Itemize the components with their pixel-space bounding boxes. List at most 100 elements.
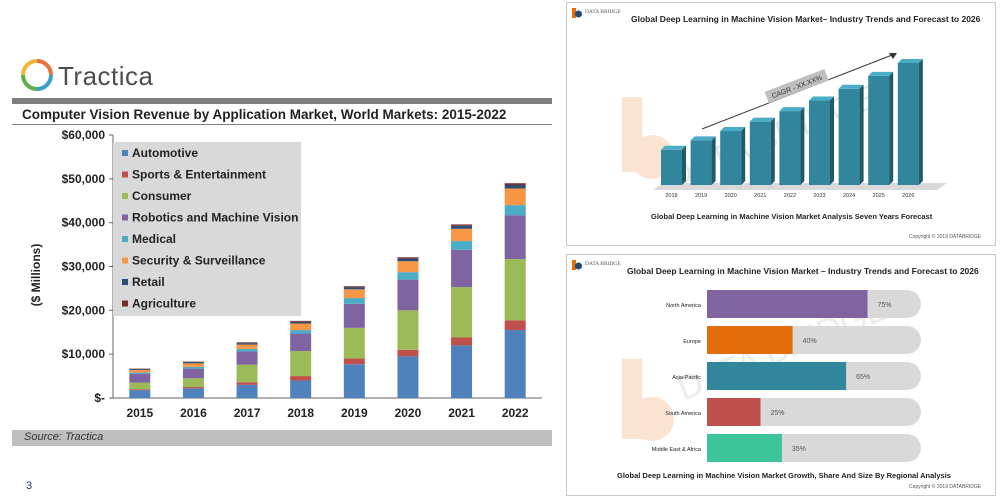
bar-segment <box>451 337 473 346</box>
bar-segment <box>182 362 204 364</box>
legend-entry: Sports & Entertainment <box>132 168 266 182</box>
bar-segment <box>236 351 258 365</box>
bar-segment <box>236 344 258 349</box>
forecast-bar-top <box>868 71 894 76</box>
region-label: Europe <box>683 339 701 345</box>
dbmr-forecast-panel: DATA BRIDGE Global Deep Learning in Mach… <box>566 2 996 246</box>
dbmr-regional-panel: DATA BRIDGE Global Deep Learning in Mach… <box>566 254 996 496</box>
forecast-bar <box>749 121 771 185</box>
legend-swatch <box>122 300 128 307</box>
year-label: 2026 <box>902 193 914 199</box>
tractica-header <box>12 52 552 98</box>
x-tick-label: 2022 <box>502 406 529 420</box>
bar-segment <box>451 225 473 229</box>
bar-segment <box>343 358 365 365</box>
year-label: 2020 <box>725 193 737 199</box>
dbmr-regional-chart: DATA BRIDGE 75%North America40%Europe65%… <box>622 289 921 462</box>
bar-segment <box>129 373 151 383</box>
bar-segment <box>451 345 473 398</box>
bar-segment <box>236 364 258 383</box>
forecast-bar-side <box>800 107 805 185</box>
bar-segment <box>290 330 312 334</box>
bar-segment <box>504 330 526 398</box>
copyright: Copyright © 2019 DATABRIDGE <box>909 234 982 240</box>
bar-segment <box>290 320 312 322</box>
region-label: South America <box>665 411 702 417</box>
bar-segment <box>504 259 526 321</box>
bar-segment <box>504 205 526 216</box>
x-tick-label: 2020 <box>395 406 422 420</box>
forecast-bar-side <box>889 71 894 185</box>
year-label: 2025 <box>873 193 885 199</box>
bar-segment <box>129 389 151 391</box>
bar-segment <box>451 228 473 242</box>
bar-segment <box>504 183 526 185</box>
legend-box <box>113 142 301 316</box>
data-bridge-logo-icon <box>572 8 582 18</box>
bar-segment <box>290 333 312 352</box>
y-tick-label: $20,000 <box>62 303 106 317</box>
bar-segment <box>343 327 365 359</box>
region-label: Middle East & Africa <box>652 447 702 453</box>
bar-segment <box>129 369 151 370</box>
tractica-footer <box>12 430 552 446</box>
legend-entry: Medical <box>132 232 176 246</box>
legend-entry: Agriculture <box>132 297 196 311</box>
year-label: 2023 <box>813 193 825 199</box>
forecast-bar-top <box>749 117 775 122</box>
bar-segment <box>451 224 473 226</box>
bar-segment <box>451 241 473 250</box>
bar-segment <box>451 249 473 288</box>
y-tick-label: $50,000 <box>62 172 106 186</box>
x-tick-label: 2019 <box>341 406 368 420</box>
tractica-logo: Tractica <box>58 61 154 91</box>
x-tick-label: 2021 <box>448 406 475 420</box>
bar-segment <box>504 188 526 206</box>
forecast-bar <box>661 149 682 185</box>
legend-swatch <box>122 214 128 221</box>
year-label: 2018 <box>665 193 677 199</box>
y-tick-label: $10,000 <box>62 347 106 361</box>
legend-swatch <box>122 171 128 178</box>
bar-segment <box>129 382 151 390</box>
tractica-logo-icon <box>21 59 53 91</box>
region-value-label: 25% <box>771 410 785 417</box>
y-tick-label: $40,000 <box>62 216 106 230</box>
bar-segment <box>343 289 365 299</box>
bar-segment <box>182 378 204 388</box>
bar-segment <box>236 382 258 385</box>
forecast-bar-side <box>741 127 746 185</box>
legend-entry: Automotive <box>132 146 198 160</box>
region-bar <box>707 290 868 318</box>
y-tick-label: $30,000 <box>62 260 106 274</box>
bar-segment <box>290 380 312 398</box>
copyright: Copyright © 2019 DATABRIDGE <box>909 484 982 490</box>
forecast-bar-top <box>779 107 805 112</box>
bar-segment <box>343 303 365 328</box>
forecast-bar-top <box>897 59 923 63</box>
bar-segment <box>504 215 526 260</box>
bar-segment <box>290 323 312 331</box>
year-label: 2019 <box>695 193 707 199</box>
forecast-bar <box>809 100 830 185</box>
bar-segment <box>343 298 365 304</box>
bar-segment <box>182 388 204 398</box>
forecast-bar-top <box>690 136 716 141</box>
bar-segment <box>182 363 204 367</box>
tractica-source: Source: Tractica <box>24 431 104 443</box>
forecast-bar-top <box>661 145 686 150</box>
data-bridge-logo-icon <box>572 260 582 270</box>
region-bar <box>707 434 782 462</box>
bar-segment <box>290 351 312 377</box>
bar-segment <box>397 310 419 350</box>
forecast-bar <box>779 111 801 185</box>
bar-segment <box>290 376 312 381</box>
legend-swatch <box>122 236 128 242</box>
forecast-bar-side <box>859 84 864 185</box>
dbmr-regional-caption: Global Deep Learning in Machine Vision M… <box>617 471 951 480</box>
legend-swatch <box>122 279 128 285</box>
bar-segment <box>397 261 419 273</box>
forecast-bar-top <box>838 84 864 89</box>
bar-segment <box>397 279 419 311</box>
bar-segment <box>397 349 419 357</box>
